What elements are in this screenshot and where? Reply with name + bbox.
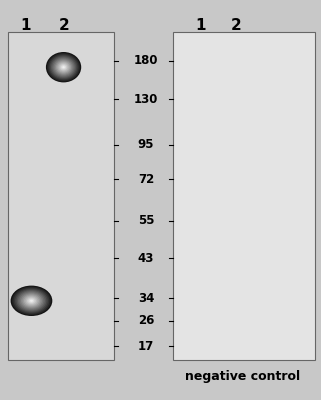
Ellipse shape <box>56 61 71 74</box>
Text: 43: 43 <box>138 252 154 264</box>
Bar <box>173 32 315 360</box>
Ellipse shape <box>46 52 81 82</box>
Text: negative control: negative control <box>185 370 300 383</box>
Ellipse shape <box>27 298 36 304</box>
Ellipse shape <box>11 286 52 316</box>
Bar <box>8 32 114 360</box>
Text: 55: 55 <box>138 214 154 227</box>
Ellipse shape <box>48 54 79 80</box>
Text: 130: 130 <box>134 93 158 106</box>
Ellipse shape <box>62 66 65 68</box>
Ellipse shape <box>25 296 38 305</box>
Ellipse shape <box>21 293 42 308</box>
Text: 34: 34 <box>138 292 154 304</box>
Ellipse shape <box>17 290 46 312</box>
Ellipse shape <box>54 58 74 76</box>
Text: 180: 180 <box>134 54 158 67</box>
Ellipse shape <box>12 287 51 315</box>
Text: 2: 2 <box>59 18 70 34</box>
Ellipse shape <box>47 53 80 81</box>
Ellipse shape <box>57 62 70 73</box>
Ellipse shape <box>52 58 75 77</box>
Ellipse shape <box>18 291 45 310</box>
Text: 17: 17 <box>138 340 154 352</box>
Text: 2: 2 <box>230 18 241 34</box>
Ellipse shape <box>55 60 73 75</box>
Text: 95: 95 <box>138 138 154 151</box>
Ellipse shape <box>24 295 39 306</box>
Ellipse shape <box>29 299 34 303</box>
Ellipse shape <box>22 294 40 307</box>
Text: 1: 1 <box>195 18 206 34</box>
Text: 1: 1 <box>21 18 31 34</box>
Ellipse shape <box>30 300 33 302</box>
Ellipse shape <box>58 63 69 72</box>
Ellipse shape <box>15 289 48 313</box>
Ellipse shape <box>20 292 43 310</box>
Text: 72: 72 <box>138 173 154 186</box>
Ellipse shape <box>13 288 49 314</box>
Ellipse shape <box>51 56 76 78</box>
Ellipse shape <box>61 65 66 69</box>
Text: 26: 26 <box>138 314 154 327</box>
Ellipse shape <box>60 64 67 70</box>
Ellipse shape <box>50 55 77 79</box>
